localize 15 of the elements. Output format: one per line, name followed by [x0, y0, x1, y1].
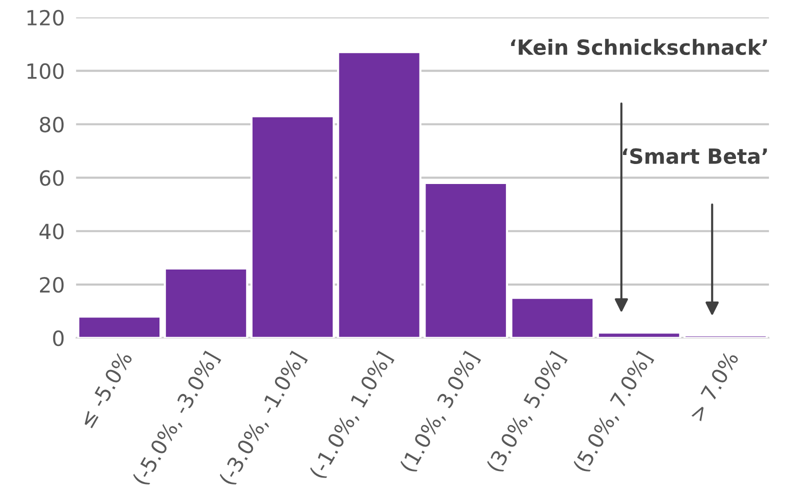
- y-tick-label: 20: [40, 276, 64, 293]
- bar: [250, 115, 335, 338]
- annotation: ‘Smart Beta’: [622, 148, 767, 164]
- y-tick-label: 100: [28, 63, 64, 80]
- y-tick-label: 80: [40, 116, 64, 132]
- y-tick-label: 40: [39, 224, 64, 240]
- y-tick-label: 60: [40, 170, 64, 186]
- bar: [596, 332, 682, 338]
- annotation: ‘Kein Schnickschnack’: [511, 38, 767, 56]
- y-tick-label: 0: [53, 330, 64, 346]
- bar: [683, 334, 768, 338]
- bar: [77, 316, 162, 338]
- bar: [510, 296, 595, 338]
- y-tick-label: 120: [28, 10, 64, 26]
- bar: [337, 51, 422, 338]
